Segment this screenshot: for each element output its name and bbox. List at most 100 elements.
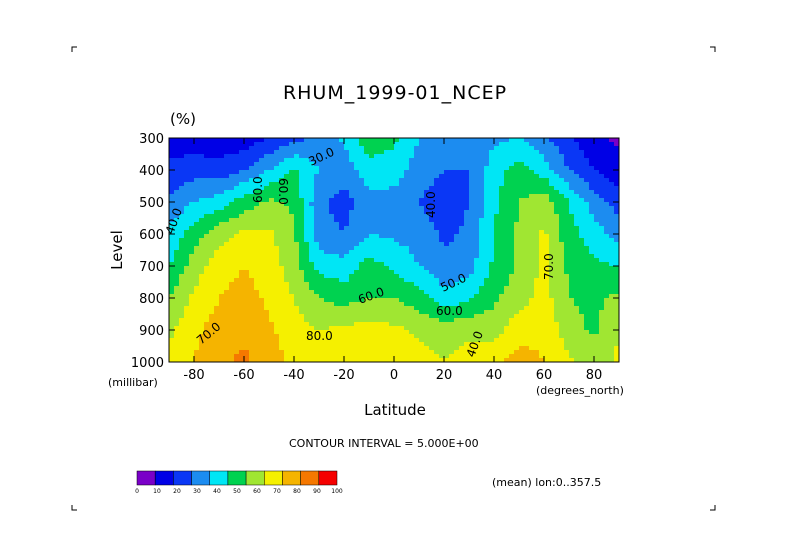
contour-cell — [254, 246, 260, 251]
contour-cell — [489, 214, 495, 219]
contour-cell — [224, 326, 230, 331]
contour-cell — [584, 342, 590, 347]
contour-cell — [244, 198, 250, 203]
contour-cell — [494, 330, 500, 335]
contour-cell — [404, 170, 410, 175]
contour-cell — [244, 298, 250, 303]
contour-cell — [489, 354, 495, 359]
contour-cell — [269, 290, 275, 295]
contour-cell — [259, 270, 265, 275]
contour-cell — [384, 226, 390, 231]
contour-cell — [574, 194, 580, 199]
contour-cell — [439, 182, 445, 187]
contour-cell — [189, 318, 195, 323]
contour-cell — [439, 178, 445, 183]
contour-cell — [219, 286, 225, 291]
contour-cell — [259, 186, 265, 191]
contour-cell — [614, 278, 619, 283]
contour-cell — [504, 326, 510, 331]
contour-cell — [239, 354, 245, 359]
contour-cell — [329, 150, 335, 155]
contour-cell — [369, 210, 375, 215]
contour-cell — [514, 266, 520, 271]
contour-cell — [364, 350, 370, 355]
contour-cell — [429, 142, 435, 147]
contour-cell — [549, 222, 555, 227]
contour-cell — [269, 274, 275, 279]
contour-cell — [439, 266, 445, 271]
contour-cell — [334, 350, 340, 355]
contour-cell — [449, 198, 455, 203]
contour-cell — [184, 334, 190, 339]
contour-cell — [339, 270, 345, 275]
contour-cell — [594, 318, 600, 323]
contour-cell — [544, 250, 550, 255]
contour-cell — [549, 266, 555, 271]
contour-cell — [474, 150, 480, 155]
contour-cell — [549, 278, 555, 283]
contour-cell — [609, 178, 615, 183]
contour-cell — [444, 218, 450, 223]
contour-cell — [569, 318, 575, 323]
contour-cell — [534, 326, 540, 331]
contour-cell — [244, 146, 250, 151]
contour-cell — [524, 226, 530, 231]
contour-cell — [404, 194, 410, 199]
contour-cell — [399, 186, 405, 191]
contour-cell — [394, 242, 400, 247]
contour-cell — [409, 350, 415, 355]
contour-cell — [224, 182, 230, 187]
contour-cell — [284, 166, 290, 171]
contour-cell — [539, 222, 545, 227]
contour-cell — [489, 282, 495, 287]
contour-cell — [454, 250, 460, 255]
contour-cell — [264, 206, 270, 211]
contour-cell — [514, 174, 520, 179]
contour-cell — [454, 298, 460, 303]
contour-cell — [194, 222, 200, 227]
contour-cell — [439, 142, 445, 147]
contour-cell — [189, 330, 195, 335]
contour-cell — [334, 262, 340, 267]
contour-cell — [199, 262, 205, 267]
contour-cell — [214, 238, 220, 243]
contour-cell — [519, 178, 525, 183]
contour-cell — [459, 254, 465, 259]
contour-cell — [594, 170, 600, 175]
contour-cell — [344, 334, 350, 339]
contour-cell — [479, 170, 485, 175]
contour-cell — [409, 222, 415, 227]
contour-cell — [224, 346, 230, 351]
contour-cell — [524, 190, 530, 195]
contour-cell — [229, 294, 235, 299]
contour-cell — [449, 174, 455, 179]
contour-cell — [479, 162, 485, 167]
contour-cell — [614, 350, 619, 355]
contour-cell — [414, 226, 420, 231]
contour-cell — [329, 326, 335, 331]
contour-cell — [339, 230, 345, 235]
contour-cell — [454, 306, 460, 311]
contour-cell — [319, 214, 325, 219]
contour-cell — [464, 158, 470, 163]
contour-cell — [559, 330, 565, 335]
contour-cell — [614, 282, 619, 287]
contour-cell — [354, 350, 360, 355]
contour-cell — [584, 138, 590, 143]
contour-cell — [299, 182, 305, 187]
contour-cell — [544, 330, 550, 335]
contour-cell — [264, 234, 270, 239]
contour-cell — [344, 254, 350, 259]
contour-cell — [289, 142, 295, 147]
contour-cell — [254, 226, 260, 231]
contour-cell — [394, 142, 400, 147]
contour-cell — [354, 358, 360, 362]
contour-cell — [304, 314, 310, 319]
contour-cell — [459, 234, 465, 239]
contour-cell — [404, 262, 410, 267]
contour-cell — [339, 294, 345, 299]
contour-cell — [269, 294, 275, 299]
contour-cell — [179, 274, 185, 279]
contour-cell — [449, 162, 455, 167]
contour-cell — [464, 254, 470, 259]
